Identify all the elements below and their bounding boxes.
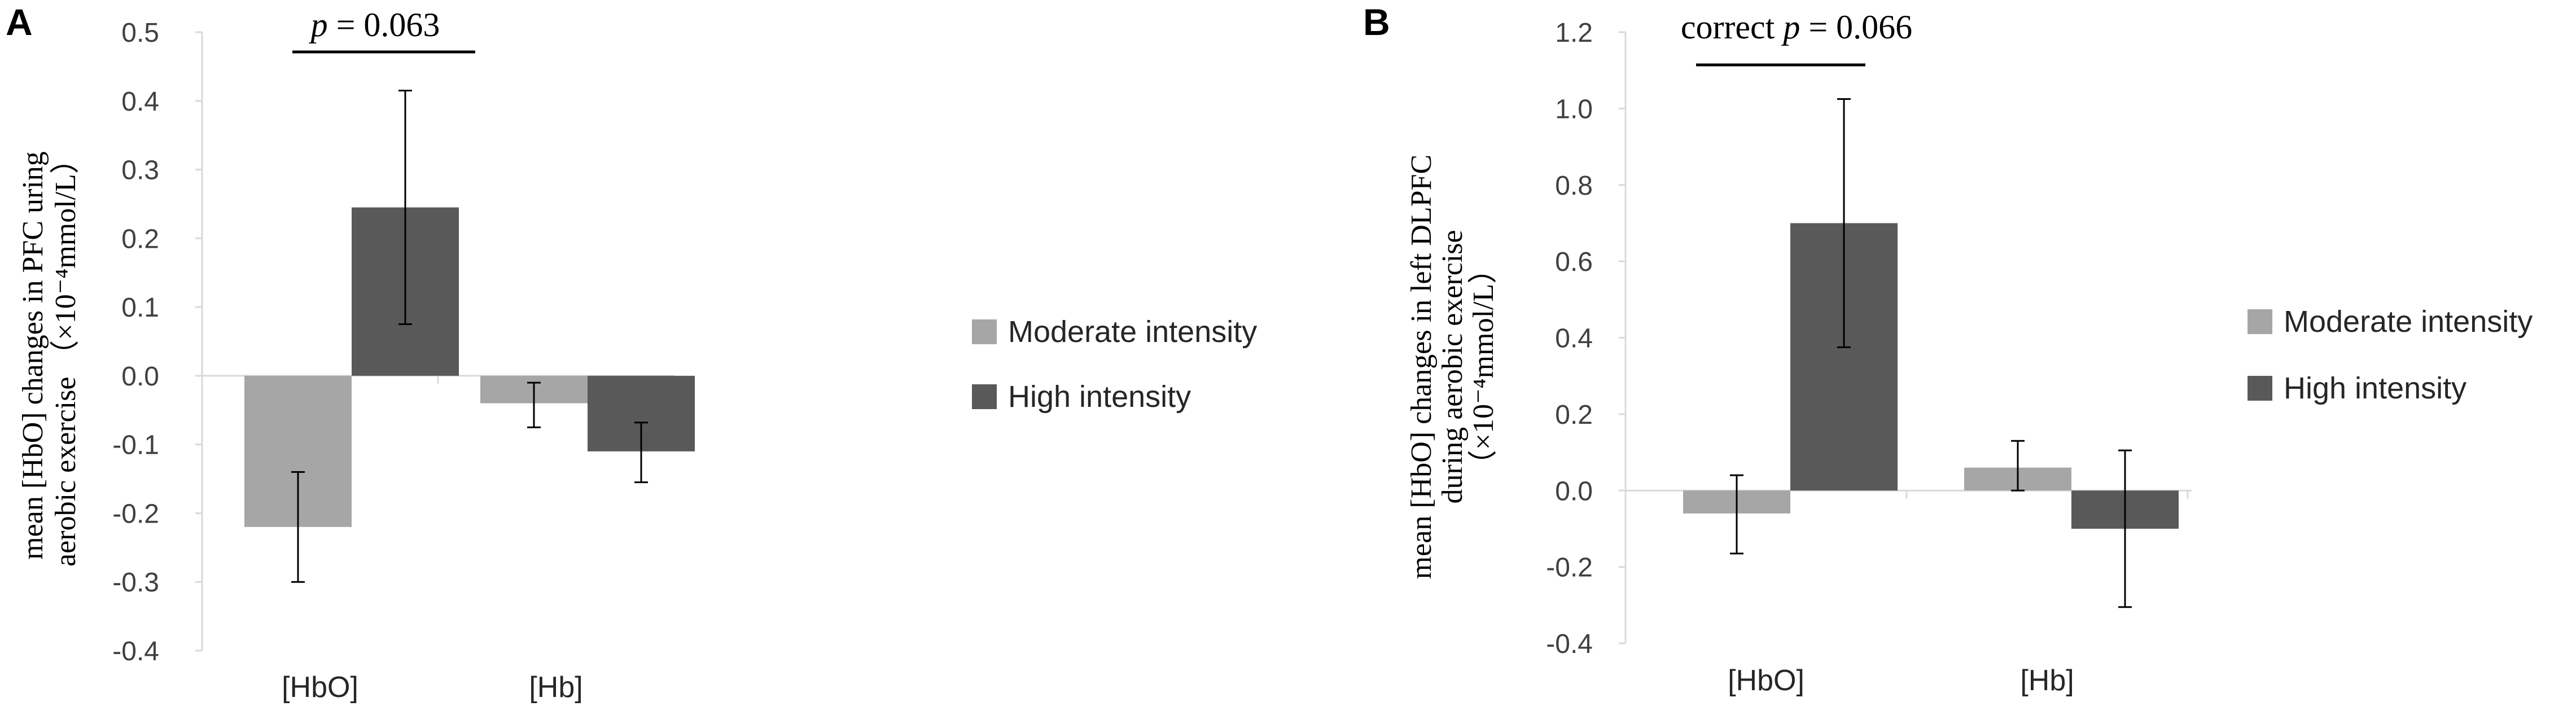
panel-a-ylabel-line2: aerobic exercise （×10⁻⁴mmol/L） bbox=[50, 144, 82, 567]
panel-a-annotation-value: = 0.063 bbox=[328, 6, 440, 43]
panel-a-y-tick-label: 0.2 bbox=[121, 224, 159, 254]
panel-b-plot-area: 1.2 1.0 0.8 0.6 0.4 0.2 0.0 -0.2 -0.4 [HbO] [Hb] bbox=[1546, 18, 2192, 697]
panel-a: A mean [HbO] changes in PFC uring aerobi… bbox=[6, 1, 1257, 704]
panel-b-y-tick-label: 1.0 bbox=[1555, 94, 1593, 124]
panel-a-letter: A bbox=[6, 1, 33, 43]
panel-a-error-bar bbox=[398, 90, 412, 326]
panel-a-annotation-p: p bbox=[309, 6, 328, 43]
panel-a-legend-swatch bbox=[972, 384, 997, 409]
panel-b-legend: Moderate intensity High intensity bbox=[2248, 305, 2533, 405]
panel-b-error-bar bbox=[1837, 98, 1851, 348]
panel-a-legend-swatch bbox=[972, 319, 997, 344]
panel-b-y-tick-label: 0.0 bbox=[1555, 476, 1593, 506]
panel-b-error-bar bbox=[2011, 440, 2025, 492]
panel-b-y-tick-label: 1.2 bbox=[1555, 18, 1593, 48]
panel-b-y-tick-label: 0.8 bbox=[1555, 171, 1593, 201]
panel-a-y-tick-label: -0.1 bbox=[112, 431, 159, 460]
panel-a-y-tick-label: 0.1 bbox=[121, 293, 159, 323]
panel-a-y-tick-label: 0.3 bbox=[121, 156, 159, 186]
panel-b-ylabel-line2: during aerobic exercise bbox=[1436, 230, 1469, 503]
panel-b: B mean [HbO] changes in left DLPFC durin… bbox=[1363, 1, 2533, 697]
panel-a-category-label: [HbO] bbox=[282, 671, 358, 704]
panel-a-error-bar bbox=[291, 471, 305, 583]
panel-b-y-tick-label: 0.2 bbox=[1555, 400, 1593, 430]
panel-a-ylabel-line1: mean [HbO] changes in PFC uring bbox=[17, 151, 49, 560]
panel-b-y-tick-label: -0.4 bbox=[1546, 629, 1593, 659]
panel-a-y-tick-label: -0.4 bbox=[112, 637, 159, 666]
panel-b-legend-swatch bbox=[2248, 376, 2272, 401]
panel-b-annotation-p: p bbox=[1781, 8, 1800, 46]
panel-b-y-tick-label: 0.4 bbox=[1555, 324, 1593, 354]
panel-b-letter: B bbox=[1363, 1, 1390, 43]
panel-a-legend-label: High intensity bbox=[1008, 380, 1191, 414]
panel-b-category-label: [HbO] bbox=[1728, 664, 1804, 697]
panel-a-plot-area: 0.5 0.4 0.3 0.2 0.1 0.0 -0.1 -0.2 -0.3 -0.4 [HbO] [… bbox=[112, 18, 695, 704]
panel-b-y-tick-label: 0.6 bbox=[1555, 247, 1593, 277]
panel-a-y-tick-label: 0.4 bbox=[121, 87, 159, 117]
panel-a-category-label: [Hb] bbox=[529, 671, 582, 704]
panel-a-y-tick-label: 0.0 bbox=[121, 362, 159, 392]
panel-a-annotation: p = 0.063 bbox=[309, 6, 440, 43]
panel-b-legend-label: High intensity bbox=[2284, 371, 2467, 405]
panel-a-error-bar bbox=[527, 381, 541, 428]
panel-a-legend: Moderate intensity High intensity bbox=[972, 315, 1257, 414]
panel-b-legend-label: Moderate intensity bbox=[2284, 305, 2533, 339]
panel-b-error-bar bbox=[2118, 449, 2132, 608]
panel-a-error-bar bbox=[634, 422, 648, 484]
panel-b-annotation-prefix: correct bbox=[1681, 8, 1784, 46]
panel-a-y-tick-label: 0.5 bbox=[121, 18, 159, 48]
panel-b-ylabel-line3: （×10⁻⁴mmol/L） bbox=[1467, 255, 1500, 479]
panel-b-ylabel-line1: mean [HbO] changes in left DLPFC bbox=[1405, 155, 1438, 579]
panel-b-category-label: [Hb] bbox=[2020, 664, 2074, 697]
panel-b-y-tick-label: -0.2 bbox=[1546, 553, 1593, 583]
panel-a-y-tick-label: -0.3 bbox=[112, 568, 159, 598]
panel-a-y-tick-label: -0.2 bbox=[112, 499, 159, 529]
panel-b-legend-swatch bbox=[2248, 309, 2272, 334]
panel-b-annotation-value: = 0.066 bbox=[1800, 8, 1912, 46]
panel-b-annotation: correct p = 0.066 bbox=[1681, 8, 1912, 46]
panel-a-legend-label: Moderate intensity bbox=[1008, 315, 1257, 349]
panel-b-error-bar bbox=[1730, 474, 1743, 555]
